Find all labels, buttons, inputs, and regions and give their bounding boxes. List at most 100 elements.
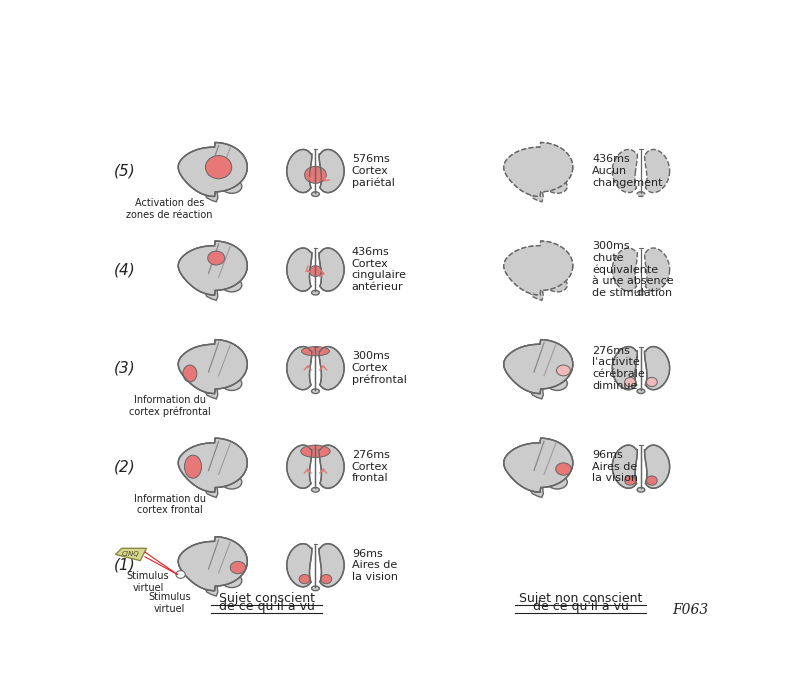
Ellipse shape bbox=[222, 278, 242, 292]
Polygon shape bbox=[504, 438, 573, 492]
Text: 436ms
Cortex
cingulaire
antérieur: 436ms Cortex cingulaire antérieur bbox=[352, 247, 407, 292]
Polygon shape bbox=[530, 285, 543, 300]
Polygon shape bbox=[286, 248, 312, 291]
Ellipse shape bbox=[547, 278, 567, 292]
Polygon shape bbox=[530, 482, 543, 498]
Polygon shape bbox=[204, 384, 218, 399]
Ellipse shape bbox=[547, 377, 567, 391]
Polygon shape bbox=[178, 241, 247, 295]
Text: Stimulus
virtuel: Stimulus virtuel bbox=[126, 571, 170, 593]
Ellipse shape bbox=[311, 389, 319, 393]
Ellipse shape bbox=[637, 389, 645, 393]
Polygon shape bbox=[504, 340, 573, 393]
Text: de ce qu'il a vu: de ce qu'il a vu bbox=[533, 600, 629, 613]
Text: (1): (1) bbox=[114, 558, 136, 573]
Ellipse shape bbox=[557, 365, 570, 376]
Polygon shape bbox=[612, 445, 638, 488]
Polygon shape bbox=[204, 581, 218, 596]
Ellipse shape bbox=[321, 575, 332, 584]
Text: Information du
cortex frontal: Information du cortex frontal bbox=[134, 494, 206, 515]
Ellipse shape bbox=[556, 463, 571, 475]
Polygon shape bbox=[178, 340, 247, 393]
Ellipse shape bbox=[311, 290, 319, 295]
Text: 96ms
Aires de
la vision: 96ms Aires de la vision bbox=[592, 450, 638, 483]
Polygon shape bbox=[319, 445, 344, 488]
Polygon shape bbox=[178, 143, 247, 197]
Text: 276ms
Cortex
frontal: 276ms Cortex frontal bbox=[352, 450, 390, 483]
Ellipse shape bbox=[637, 192, 645, 197]
Polygon shape bbox=[612, 150, 638, 192]
Polygon shape bbox=[530, 384, 543, 399]
Ellipse shape bbox=[185, 455, 202, 478]
Polygon shape bbox=[178, 537, 247, 591]
Ellipse shape bbox=[311, 586, 319, 591]
Polygon shape bbox=[504, 340, 573, 393]
Ellipse shape bbox=[646, 377, 658, 386]
Polygon shape bbox=[504, 143, 573, 197]
Text: 436ms
Aucun
changement: 436ms Aucun changement bbox=[592, 155, 662, 188]
Text: 96ms
Aires de
la vision: 96ms Aires de la vision bbox=[352, 549, 398, 582]
Ellipse shape bbox=[311, 487, 319, 492]
Ellipse shape bbox=[646, 476, 658, 485]
Ellipse shape bbox=[299, 575, 310, 584]
Ellipse shape bbox=[206, 155, 232, 178]
Polygon shape bbox=[645, 150, 670, 192]
Text: (4): (4) bbox=[114, 262, 136, 277]
Text: Sujet conscient: Sujet conscient bbox=[218, 592, 314, 606]
Ellipse shape bbox=[311, 192, 319, 197]
Text: 300ms
chute
équivalente
à une absence
de stimulation: 300ms chute équivalente à une absence de… bbox=[592, 241, 674, 298]
Ellipse shape bbox=[176, 570, 186, 578]
Ellipse shape bbox=[547, 475, 567, 489]
Polygon shape bbox=[178, 241, 247, 295]
Polygon shape bbox=[504, 143, 573, 197]
Polygon shape bbox=[178, 340, 247, 393]
Polygon shape bbox=[286, 544, 312, 587]
Polygon shape bbox=[612, 346, 638, 390]
Polygon shape bbox=[319, 346, 344, 390]
Polygon shape bbox=[645, 346, 670, 390]
Ellipse shape bbox=[305, 167, 326, 183]
Text: Sujet non conscient: Sujet non conscient bbox=[519, 592, 642, 606]
Polygon shape bbox=[178, 143, 247, 197]
Ellipse shape bbox=[230, 561, 246, 574]
Polygon shape bbox=[530, 186, 543, 202]
Text: 300ms
Cortex
préfrontal: 300ms Cortex préfrontal bbox=[352, 351, 406, 385]
Text: (5): (5) bbox=[114, 164, 136, 178]
Polygon shape bbox=[286, 346, 312, 390]
Polygon shape bbox=[286, 150, 312, 192]
Polygon shape bbox=[319, 544, 344, 587]
Polygon shape bbox=[612, 248, 638, 291]
Polygon shape bbox=[645, 445, 670, 488]
Polygon shape bbox=[204, 186, 218, 202]
Ellipse shape bbox=[183, 365, 197, 382]
Text: 276ms
l'activité
cérébrale
diminue: 276ms l'activité cérébrale diminue bbox=[592, 346, 645, 391]
Text: 576ms
Cortex
pariétal: 576ms Cortex pariétal bbox=[352, 154, 394, 188]
Ellipse shape bbox=[637, 487, 645, 492]
Text: Activation des
zones de réaction: Activation des zones de réaction bbox=[126, 198, 213, 220]
Text: CINQ: CINQ bbox=[122, 552, 140, 557]
Polygon shape bbox=[178, 438, 247, 492]
Text: F063: F063 bbox=[672, 603, 708, 617]
Polygon shape bbox=[178, 537, 247, 591]
Text: (3): (3) bbox=[114, 360, 136, 376]
Text: (2): (2) bbox=[114, 459, 136, 474]
Ellipse shape bbox=[222, 475, 242, 489]
Ellipse shape bbox=[625, 377, 635, 386]
Ellipse shape bbox=[547, 179, 567, 193]
Ellipse shape bbox=[301, 445, 330, 458]
Polygon shape bbox=[319, 150, 344, 192]
Ellipse shape bbox=[222, 377, 242, 391]
Ellipse shape bbox=[222, 179, 242, 193]
Text: Information du
cortex préfrontal: Information du cortex préfrontal bbox=[129, 395, 210, 417]
Polygon shape bbox=[204, 285, 218, 300]
Ellipse shape bbox=[222, 574, 242, 587]
Ellipse shape bbox=[310, 266, 322, 276]
Polygon shape bbox=[115, 548, 146, 561]
Ellipse shape bbox=[637, 290, 645, 295]
Polygon shape bbox=[504, 241, 573, 295]
Text: de ce qu'il a vu: de ce qu'il a vu bbox=[218, 600, 314, 613]
Polygon shape bbox=[178, 438, 247, 492]
Polygon shape bbox=[504, 241, 573, 295]
Ellipse shape bbox=[625, 476, 635, 485]
Polygon shape bbox=[204, 482, 218, 498]
